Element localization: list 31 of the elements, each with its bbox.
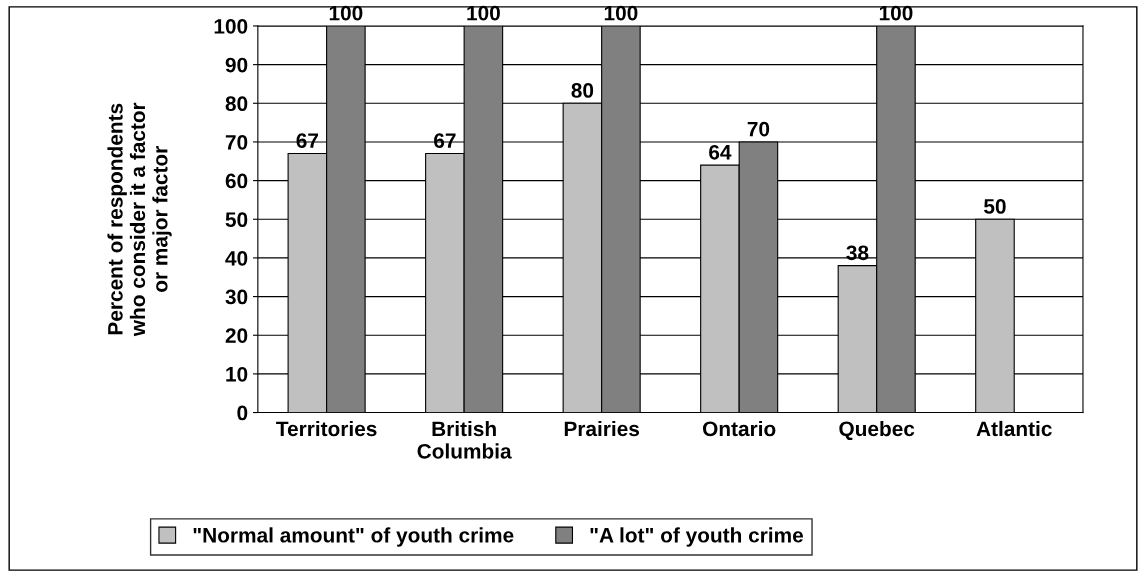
data-label: 100 [467, 5, 500, 21]
x-tick-label: British Columbia [417, 420, 512, 459]
data-label: 64 [709, 144, 732, 160]
legend-label: "Normal amount" of youth crime [193, 527, 514, 547]
data-label: 67 [296, 133, 319, 149]
y-tick-label: 100 [214, 18, 248, 34]
y-tick-label: 50 [225, 212, 248, 228]
y-tick-label: 0 [237, 405, 248, 421]
y-tick-label: 70 [225, 134, 248, 150]
x-tick-label: Quebec [839, 420, 915, 441]
x-tick-label: Atlantic [976, 420, 1052, 437]
y-tick-label: 90 [225, 57, 248, 73]
data-label: 70 [747, 121, 770, 137]
data-label: 100 [604, 5, 638, 21]
data-label: 80 [571, 83, 594, 98]
data-label: 38 [846, 245, 869, 261]
data-label: 50 [984, 199, 1006, 214]
x-tick-label: Prairies [564, 420, 640, 437]
data-label: 100 [329, 5, 363, 21]
legend-label: "A lot" of youth crime [590, 527, 803, 547]
data-label: 67 [434, 133, 456, 149]
y-tick-label: 60 [225, 173, 248, 189]
y-tick-label: 80 [225, 96, 248, 112]
y-tick-label: 30 [225, 289, 248, 305]
y-tick-label: 10 [226, 366, 248, 382]
y-tick-label: 20 [225, 328, 248, 343]
y-axis-title: Percent of respondents who consider it a factor or major factor [107, 102, 172, 337]
x-tick-label: Ontario [702, 420, 776, 437]
x-tick-label: Territories [276, 420, 377, 437]
y-tick-label: 40 [225, 250, 248, 266]
data-label: 100 [879, 5, 913, 21]
